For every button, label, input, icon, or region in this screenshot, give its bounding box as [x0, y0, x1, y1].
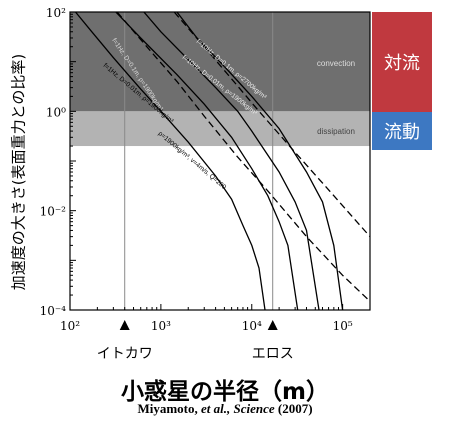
marker-lines	[124, 12, 274, 310]
y-tick-label-1: 10⁰	[46, 105, 66, 119]
y-tick-label-2: 10⁻²	[40, 205, 67, 219]
series-line-4	[116, 12, 370, 302]
axis-ticks	[69, 11, 371, 311]
y-axis-title-text: 加速度の大きさ(表面重力との比率)	[9, 53, 28, 291]
curves	[74, 12, 370, 310]
band-label-dissipation: dissipation	[317, 127, 355, 136]
marker-name-1: エロス	[252, 346, 294, 362]
citation-year: (2007)	[274, 401, 313, 416]
citation-etal: et al.,	[200, 401, 231, 416]
citation-journal: Science	[230, 401, 275, 416]
series-line-2	[143, 12, 320, 310]
marker-name-0: イトカワ	[97, 346, 153, 362]
series-line-0	[74, 12, 266, 310]
band-label-convection: convection	[317, 59, 355, 68]
convection-region-label: 対流	[372, 12, 432, 112]
x-axis-title: 小惑星の半径（m）	[121, 379, 329, 405]
x-tick-label-3: 10⁵	[333, 319, 353, 333]
series-line-1	[115, 12, 299, 310]
x-tick-label-1: 10³	[151, 319, 171, 333]
flow-region-label: 流動	[372, 112, 432, 150]
y-tick-label-3: 10⁻⁴	[40, 304, 67, 318]
series-line-3	[176, 12, 344, 310]
x-tick-label-2: 10⁴	[242, 319, 262, 333]
series-line-5	[173, 12, 370, 238]
dissipation-band	[70, 111, 370, 147]
y-tick-label-0: 10²	[46, 6, 66, 20]
marker-triangle-0	[119, 320, 130, 330]
marker-triangle-1	[267, 320, 278, 330]
citation: Miyamoto, et al., Science (2007)	[0, 401, 450, 417]
x-tick-label-0: 10²	[60, 319, 80, 333]
citation-authors: Miyamoto,	[137, 401, 201, 416]
